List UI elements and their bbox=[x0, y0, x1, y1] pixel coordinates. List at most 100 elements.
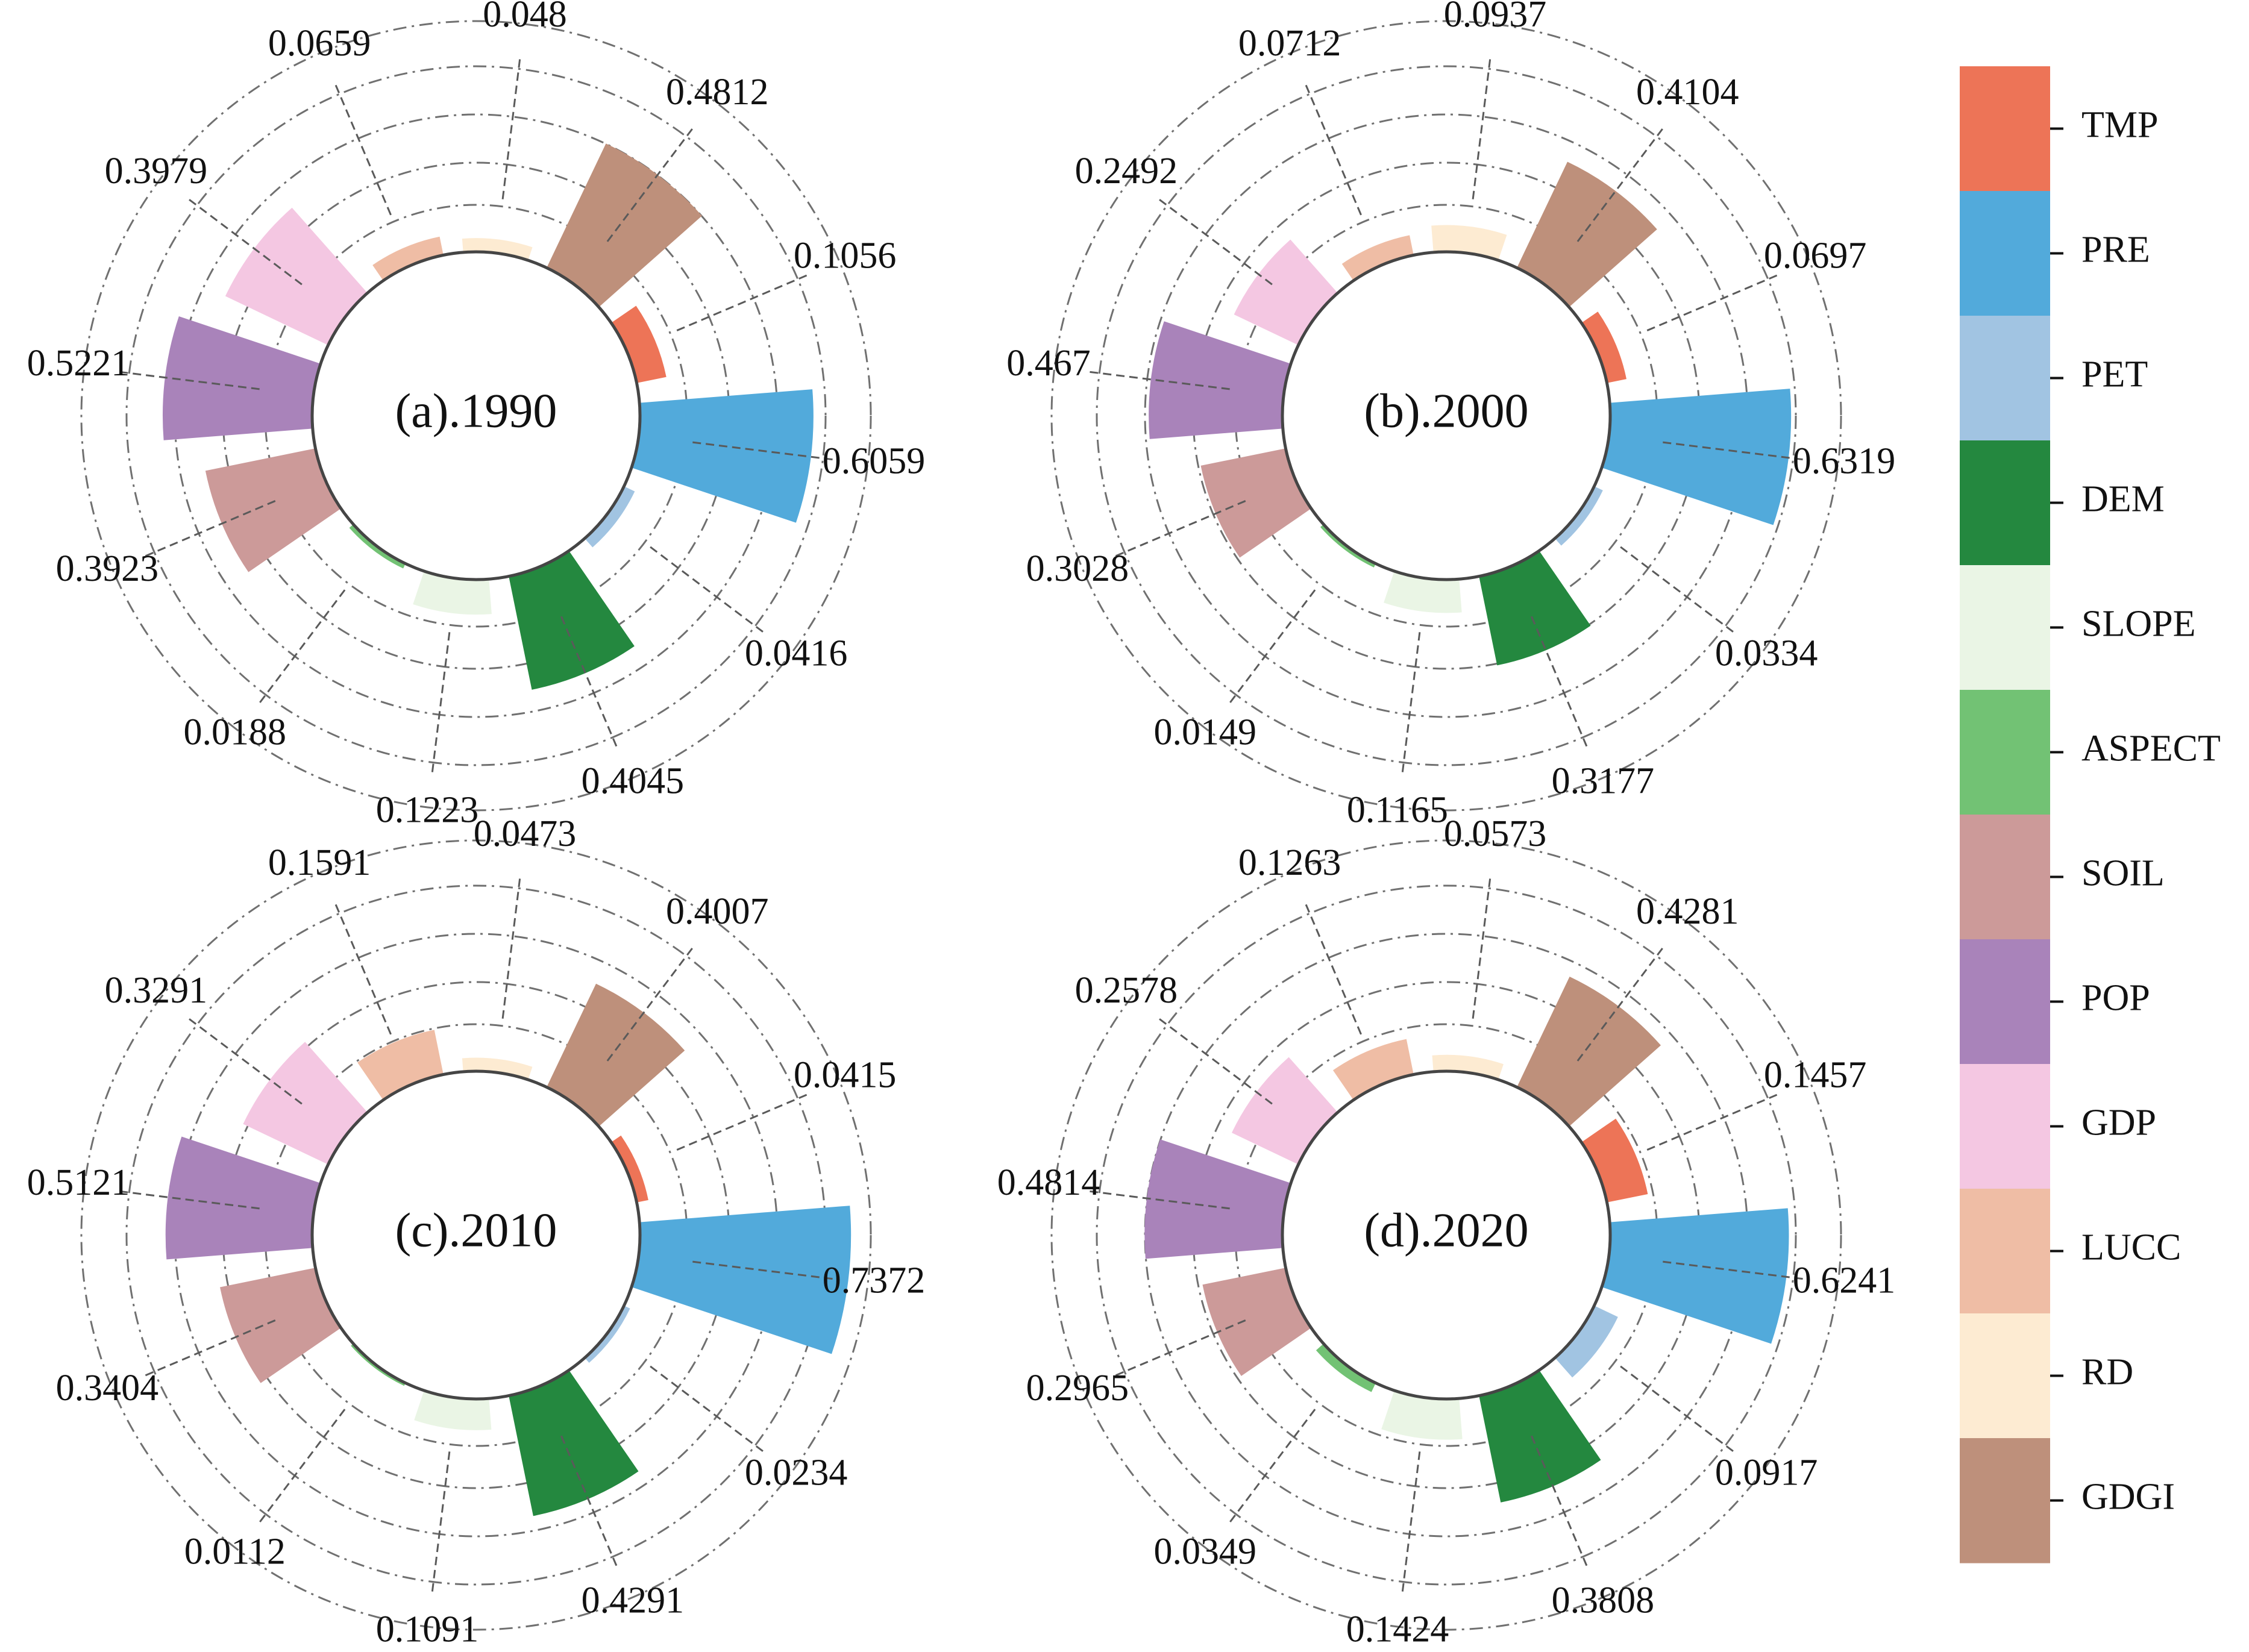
leader-line-pet bbox=[650, 546, 765, 634]
legend-swatch-soil bbox=[1960, 815, 2050, 940]
bar-pop bbox=[1144, 1139, 1291, 1259]
bar-pop bbox=[163, 316, 321, 440]
bar-soil bbox=[1200, 448, 1311, 558]
grid-ring bbox=[80, 839, 872, 1631]
leader-line-tmp bbox=[676, 274, 809, 331]
leader-line-gdp bbox=[1158, 198, 1273, 286]
leader-line-aspect bbox=[258, 1409, 346, 1524]
value-label-rd: 0.0473 bbox=[474, 813, 577, 854]
leader-line-slope bbox=[1401, 632, 1421, 774]
leader-line-pet bbox=[650, 1365, 765, 1453]
leader-line-slope bbox=[431, 1451, 451, 1593]
value-label-aspect: 0.0188 bbox=[184, 712, 287, 752]
leader-line-soil bbox=[143, 1319, 276, 1377]
legend-swatch-pop bbox=[1960, 939, 2050, 1065]
panel-title: (b).2000 bbox=[1364, 384, 1528, 437]
value-label-soil: 0.3404 bbox=[56, 1368, 159, 1409]
legend-swatch-aspect bbox=[1960, 690, 2050, 815]
leader-line-pre bbox=[692, 441, 834, 461]
leader-line-pop bbox=[118, 1190, 260, 1210]
value-label-pet: 0.0234 bbox=[745, 1452, 848, 1493]
panel-title: (d).2020 bbox=[1364, 1204, 1528, 1257]
value-label-rd: 0.0937 bbox=[1444, 0, 1547, 35]
value-label-gdgi: 0.4007 bbox=[666, 891, 769, 932]
legend-swatch-gdp bbox=[1960, 1064, 2050, 1189]
leader-line-aspect bbox=[1228, 589, 1316, 704]
legend-label-slope: SLOPE bbox=[2081, 604, 2195, 645]
value-label-pop: 0.4814 bbox=[997, 1162, 1100, 1203]
bar-dem bbox=[1479, 551, 1591, 666]
inner-circle bbox=[310, 1069, 642, 1401]
legend-swatch-lucc bbox=[1960, 1189, 2050, 1314]
leader-line-soil bbox=[1114, 1319, 1246, 1377]
value-label-slope: 0.1424 bbox=[1346, 1609, 1449, 1650]
grid-ring bbox=[1050, 839, 1842, 1631]
leader-line-tmp bbox=[1646, 1093, 1779, 1151]
leader-line-rd bbox=[1472, 877, 1491, 1019]
bar-dem bbox=[509, 1370, 639, 1516]
bar-lucc bbox=[1332, 1039, 1414, 1100]
bar-tmp bbox=[611, 1135, 648, 1203]
legend-label-tmp: TMP bbox=[2081, 105, 2158, 146]
bar-pre bbox=[631, 389, 814, 523]
legend-swatch-slope bbox=[1960, 565, 2050, 690]
panel-title: (c).2010 bbox=[395, 1204, 557, 1257]
value-label-pop: 0.467 bbox=[1006, 343, 1091, 384]
bar-rd bbox=[1432, 1054, 1504, 1080]
inner-circle bbox=[1281, 1069, 1612, 1401]
leader-line-slope bbox=[1401, 1451, 1421, 1593]
value-label-gdgi: 0.4812 bbox=[666, 72, 769, 113]
bar-aspect bbox=[1316, 1344, 1376, 1392]
bar-pet bbox=[1555, 1306, 1618, 1378]
legend-swatch-pet bbox=[1960, 316, 2050, 441]
value-label-pre: 0.7372 bbox=[823, 1260, 926, 1301]
value-label-pop: 0.5221 bbox=[27, 343, 130, 384]
value-label-tmp: 0.0697 bbox=[1764, 235, 1867, 276]
bar-lucc bbox=[372, 236, 444, 281]
bar-rd bbox=[462, 1057, 533, 1080]
value-label-tmp: 0.1457 bbox=[1764, 1054, 1867, 1095]
value-label-pet: 0.0416 bbox=[745, 633, 848, 674]
bar-gdp bbox=[243, 1042, 368, 1165]
leader-line-aspect bbox=[1228, 1409, 1316, 1524]
leader-line-pop bbox=[1088, 371, 1230, 390]
leader-line-pet bbox=[1620, 546, 1735, 634]
value-label-pet: 0.0917 bbox=[1715, 1452, 1818, 1493]
grid-ring bbox=[1096, 65, 1797, 766]
leader-line-dem bbox=[560, 1435, 618, 1568]
bar-dem bbox=[509, 551, 635, 690]
leader-line-lucc bbox=[1304, 903, 1362, 1035]
legend-label-pop: POP bbox=[2081, 978, 2150, 1019]
value-label-aspect: 0.0112 bbox=[184, 1531, 286, 1572]
bar-rd bbox=[462, 238, 533, 261]
legend-swatch-gdgi bbox=[1960, 1438, 2050, 1563]
bar-pre bbox=[631, 1206, 852, 1354]
value-label-soil: 0.2965 bbox=[1026, 1368, 1129, 1409]
leader-line-tmp bbox=[1646, 274, 1779, 331]
bar-gdp bbox=[225, 207, 368, 345]
inner-circle bbox=[310, 250, 642, 581]
value-label-aspect: 0.0149 bbox=[1154, 712, 1257, 752]
bar-gdgi bbox=[547, 143, 702, 307]
grid-ring bbox=[125, 65, 827, 766]
value-label-gdgi: 0.4104 bbox=[1636, 72, 1739, 113]
legend-label-gdp: GDP bbox=[2081, 1103, 2156, 1144]
value-label-pre: 0.6241 bbox=[1793, 1260, 1896, 1301]
bar-tmp bbox=[611, 305, 667, 383]
bar-slope bbox=[413, 571, 492, 615]
value-label-gdp: 0.3979 bbox=[105, 151, 208, 192]
polar-panel-1: 0.1056 0.6059 0.0416 0.4045 0.1223 0.0188 0.39… bbox=[27, 0, 926, 830]
bar-pet bbox=[1555, 486, 1603, 546]
leader-line-gdp bbox=[187, 198, 303, 286]
value-label-slope: 0.1091 bbox=[376, 1609, 479, 1650]
legend-label-rd: RD bbox=[2081, 1352, 2133, 1393]
value-label-tmp: 0.1056 bbox=[794, 235, 897, 276]
leader-line-dem bbox=[560, 616, 618, 748]
bar-soil bbox=[220, 1268, 341, 1383]
legend-swatch-pre bbox=[1960, 191, 2050, 316]
legend-swatch-tmp bbox=[1960, 66, 2050, 192]
bar-tmp bbox=[1581, 1118, 1648, 1203]
bar-slope bbox=[1384, 571, 1462, 613]
bar-slope bbox=[1381, 1390, 1463, 1440]
